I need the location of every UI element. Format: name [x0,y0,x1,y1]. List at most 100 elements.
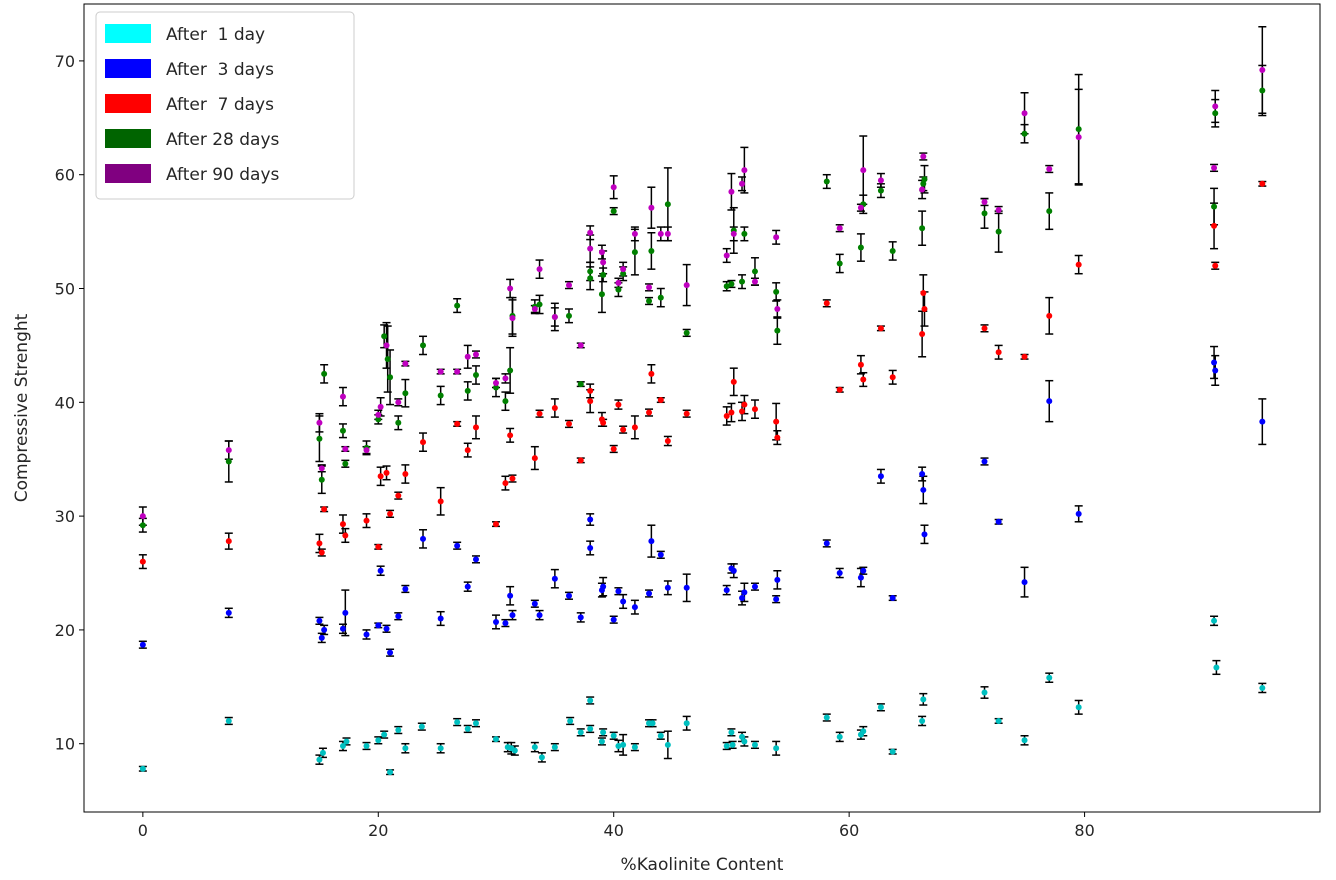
data-point [823,540,830,547]
legend-swatch [105,164,151,183]
y-tick-label: 20 [55,621,75,640]
data-point [1211,222,1218,229]
data-point [472,371,479,378]
data-point [402,390,409,397]
x-tick-label: 0 [138,821,148,840]
data-point [741,167,748,174]
data-point [139,558,146,565]
data-point [1259,418,1266,425]
data-point [375,737,382,744]
data-point [551,744,558,751]
data-point [730,378,737,385]
data-point [657,294,664,301]
data-point [919,471,926,478]
data-point [751,741,758,748]
data-point [339,427,346,434]
data-point [464,387,471,394]
data-point [657,397,664,404]
data-point [1021,579,1028,586]
data-point [739,595,746,602]
data-point [877,704,884,711]
data-point [836,260,843,267]
data-point [1021,110,1028,117]
data-point [683,329,690,336]
data-point [981,210,988,217]
data-point [610,616,617,623]
data-point [464,447,471,454]
data-point [620,741,627,748]
data-point [493,384,499,391]
x-axis-title: %Kaolinite Content [621,855,784,875]
data-point [316,435,323,442]
data-point [454,420,461,427]
data-point [377,473,384,480]
data-point [418,723,425,730]
data-point [600,419,607,426]
data-point [620,598,627,605]
data-point [395,399,402,406]
data-point [1259,180,1266,187]
x-tick-label: 60 [839,821,859,840]
data-point [577,729,584,736]
data-point [751,278,758,285]
data-point [981,325,988,332]
data-point [225,458,232,465]
data-point [615,742,622,749]
data-point [598,291,605,298]
data-point [631,230,638,237]
data-point [631,249,638,256]
data-point [507,432,514,439]
data-point [472,556,479,563]
data-point [402,360,409,367]
data-point [318,465,325,472]
data-point [402,471,409,478]
data-point [920,696,927,703]
data-point [730,567,737,574]
data-point [342,532,349,539]
data-point [646,298,653,305]
data-point [723,412,730,419]
data-point [600,271,607,278]
data-point [587,268,594,275]
y-axis-ticks: 10 20 30 40 50 60 70 [55,52,84,754]
data-point [225,717,232,724]
data-point [587,725,594,732]
data-point [454,719,461,726]
legend-entry: After 3 days [105,59,274,80]
data-point [339,625,346,632]
data-point [728,188,735,195]
data-point [395,613,402,620]
data-point [375,416,382,423]
data-point [420,535,427,542]
legend-swatch [105,129,151,148]
data-point [741,230,748,237]
data-point [631,604,638,611]
data-point [723,283,730,290]
data-point [342,609,349,616]
data-point [857,204,864,211]
data-point [1075,126,1082,133]
data-point [531,600,538,607]
data-point [1046,398,1053,405]
data-point [657,230,664,237]
data-point [773,234,780,241]
data-point [587,387,594,394]
data-point [318,476,325,483]
data-point [363,517,370,524]
data-point [225,609,232,616]
data-point [774,305,781,312]
data-point [387,769,394,776]
data-point [402,585,409,592]
data-point [610,445,617,452]
y-tick-label: 40 [55,393,75,412]
data-point [316,617,323,624]
data-point [565,312,572,319]
data-point [536,410,543,417]
data-point [502,375,509,382]
data-point [728,409,735,416]
data-point [995,717,1002,724]
data-point [493,736,499,743]
data-point [383,469,390,476]
data-point [598,249,605,256]
data-point [472,424,479,431]
